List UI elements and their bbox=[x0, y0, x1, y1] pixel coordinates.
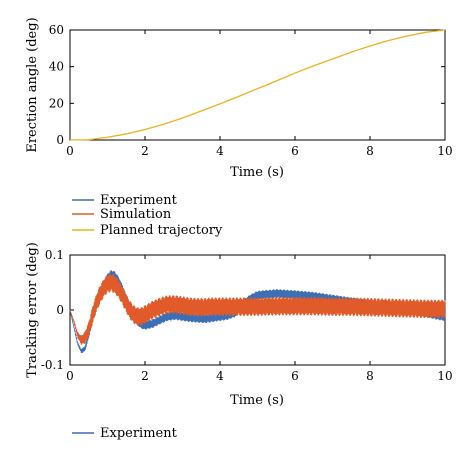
erection-angle-chart: 0 2 4 6 8 10 0 20 40 60 Time (s) Erection angle (… bbox=[25, 17, 453, 180]
y-tick-label: 40 bbox=[49, 60, 64, 74]
series-line-planned-trajectory bbox=[69, 29, 446, 141]
x-axis-label: Time (s) bbox=[230, 393, 284, 408]
x-tick-label: 2 bbox=[141, 369, 149, 383]
y-tick-label: 0.1 bbox=[45, 248, 64, 262]
x-tick-label: 4 bbox=[216, 144, 224, 158]
legend-label-planned: Planned trajectory bbox=[100, 223, 223, 238]
legend-bottom: Experiment bbox=[72, 426, 178, 441]
x-tick-label: 10 bbox=[437, 369, 452, 383]
legend-top: Experiment Simulation Planned trajectory bbox=[72, 193, 223, 238]
x-tick-label: 10 bbox=[437, 144, 452, 158]
x-tick-label: 4 bbox=[216, 369, 224, 383]
y-tick-label: 20 bbox=[49, 96, 64, 110]
x-axis-label: Time (s) bbox=[230, 165, 284, 180]
x-tick-label: 0 bbox=[66, 369, 74, 383]
y-tick-label: 0 bbox=[56, 303, 64, 317]
legend-label-experiment: Experiment bbox=[100, 426, 178, 441]
plot-area bbox=[69, 29, 446, 141]
x-tick-label: 8 bbox=[366, 369, 374, 383]
series-group bbox=[69, 29, 446, 141]
y-tick-label: 0 bbox=[56, 133, 64, 147]
x-tick-label: 2 bbox=[141, 144, 149, 158]
y-axis-label: Tracking error (deg) bbox=[25, 242, 40, 378]
series-group bbox=[69, 270, 446, 354]
tracking-error-chart: 0 2 4 6 8 10-0.100.1 Time (s) Tracking error … bbox=[25, 242, 453, 408]
x-tick-label: 8 bbox=[366, 144, 374, 158]
y-tick-label: 60 bbox=[49, 23, 64, 37]
x-tick-label: 6 bbox=[291, 369, 299, 383]
legend-label-simulation: Simulation bbox=[100, 207, 172, 222]
tick-group: 0 2 4 6 8 10 0 20 40 60 bbox=[49, 23, 453, 158]
x-tick-label: 0 bbox=[66, 144, 74, 158]
y-tick-label: -0.1 bbox=[41, 358, 64, 372]
x-tick-label: 6 bbox=[291, 144, 299, 158]
y-axis-label: Erection angle (deg) bbox=[25, 17, 40, 152]
series-line-simulation bbox=[69, 273, 446, 345]
tick-group: 0 2 4 6 8 10-0.100.1 bbox=[41, 248, 453, 383]
legend-label-experiment: Experiment bbox=[100, 193, 178, 208]
